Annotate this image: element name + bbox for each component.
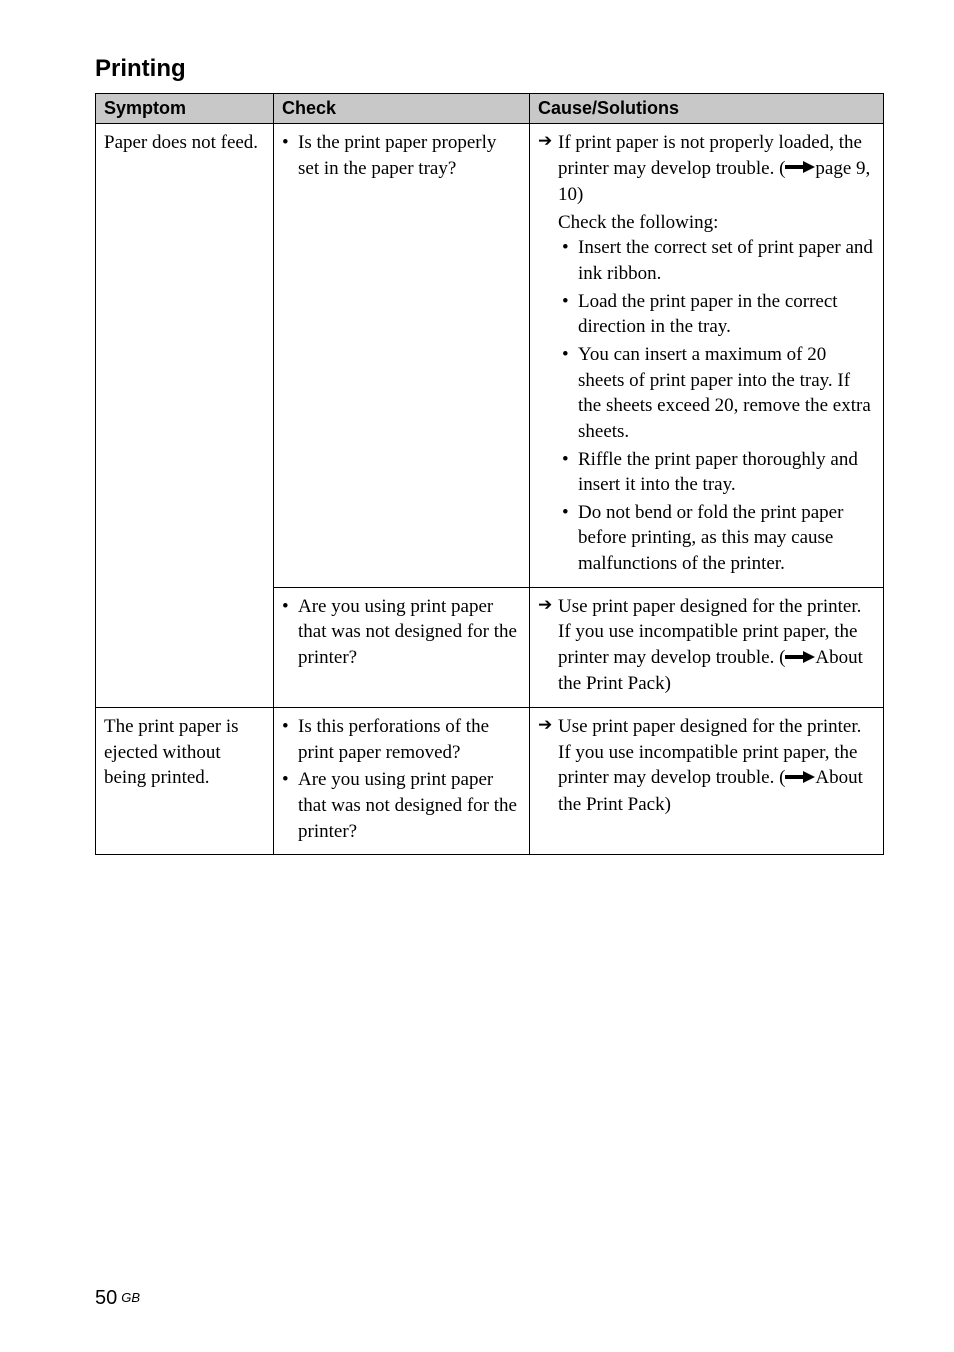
page: Printing Symptom Check Cause/Solutions P… [0, 0, 954, 1352]
cause-sub-item: Load the print paper in the correct dire… [558, 289, 875, 340]
xref-icon [785, 765, 815, 791]
cell-cause: Use print paper designed for the printer… [530, 708, 884, 855]
cell-symptom: The print paper is ejected without being… [96, 708, 274, 855]
cell-check: Is this perforations of the print paper … [274, 708, 530, 855]
section-title: Printing [95, 55, 884, 83]
cell-symptom: Paper does not feed. [96, 124, 274, 708]
xref-icon [785, 645, 815, 671]
page-number: 50 [95, 1287, 117, 1309]
check-item: Are you using print paper that was not d… [282, 767, 521, 844]
cause-lead: Use print paper designed for the printer… [538, 714, 875, 817]
cell-cause: Use print paper designed for the printer… [530, 587, 884, 707]
header-cause: Cause/Solutions [530, 94, 884, 124]
cause-sub-item: Insert the correct set of print paper an… [558, 235, 875, 286]
cell-cause: If print paper is not properly loaded, t… [530, 124, 884, 588]
cause-sub-item: You can insert a maximum of 20 sheets of… [558, 342, 875, 445]
table-header-row: Symptom Check Cause/Solutions [96, 94, 884, 124]
cause-sub-item: Do not bend or fold the print paper befo… [558, 500, 875, 577]
cell-check: Are you using print paper that was not d… [274, 587, 530, 707]
cause-lead: Use print paper designed for the printer… [538, 594, 875, 697]
check-item: Is the print paper properly set in the p… [282, 130, 521, 181]
cause-lead: If print paper is not properly loaded, t… [538, 130, 875, 208]
cell-check: Is the print paper properly set in the p… [274, 124, 530, 588]
cause-sub-item: Riffle the print paper thoroughly and in… [558, 447, 875, 498]
page-footer: 50 GB [95, 1287, 140, 1310]
cause-subhead: Check the following: [538, 210, 875, 236]
header-symptom: Symptom [96, 94, 274, 124]
troubleshooting-table: Symptom Check Cause/Solutions Paper does… [95, 93, 884, 855]
page-region: GB [121, 1290, 140, 1305]
header-check: Check [274, 94, 530, 124]
table-row: The print paper is ejected without being… [96, 708, 884, 855]
check-item: Are you using print paper that was not d… [282, 594, 521, 671]
table-row: Paper does not feed. Is the print paper … [96, 124, 884, 588]
xref-icon [785, 155, 815, 181]
check-item: Is this perforations of the print paper … [282, 714, 521, 765]
